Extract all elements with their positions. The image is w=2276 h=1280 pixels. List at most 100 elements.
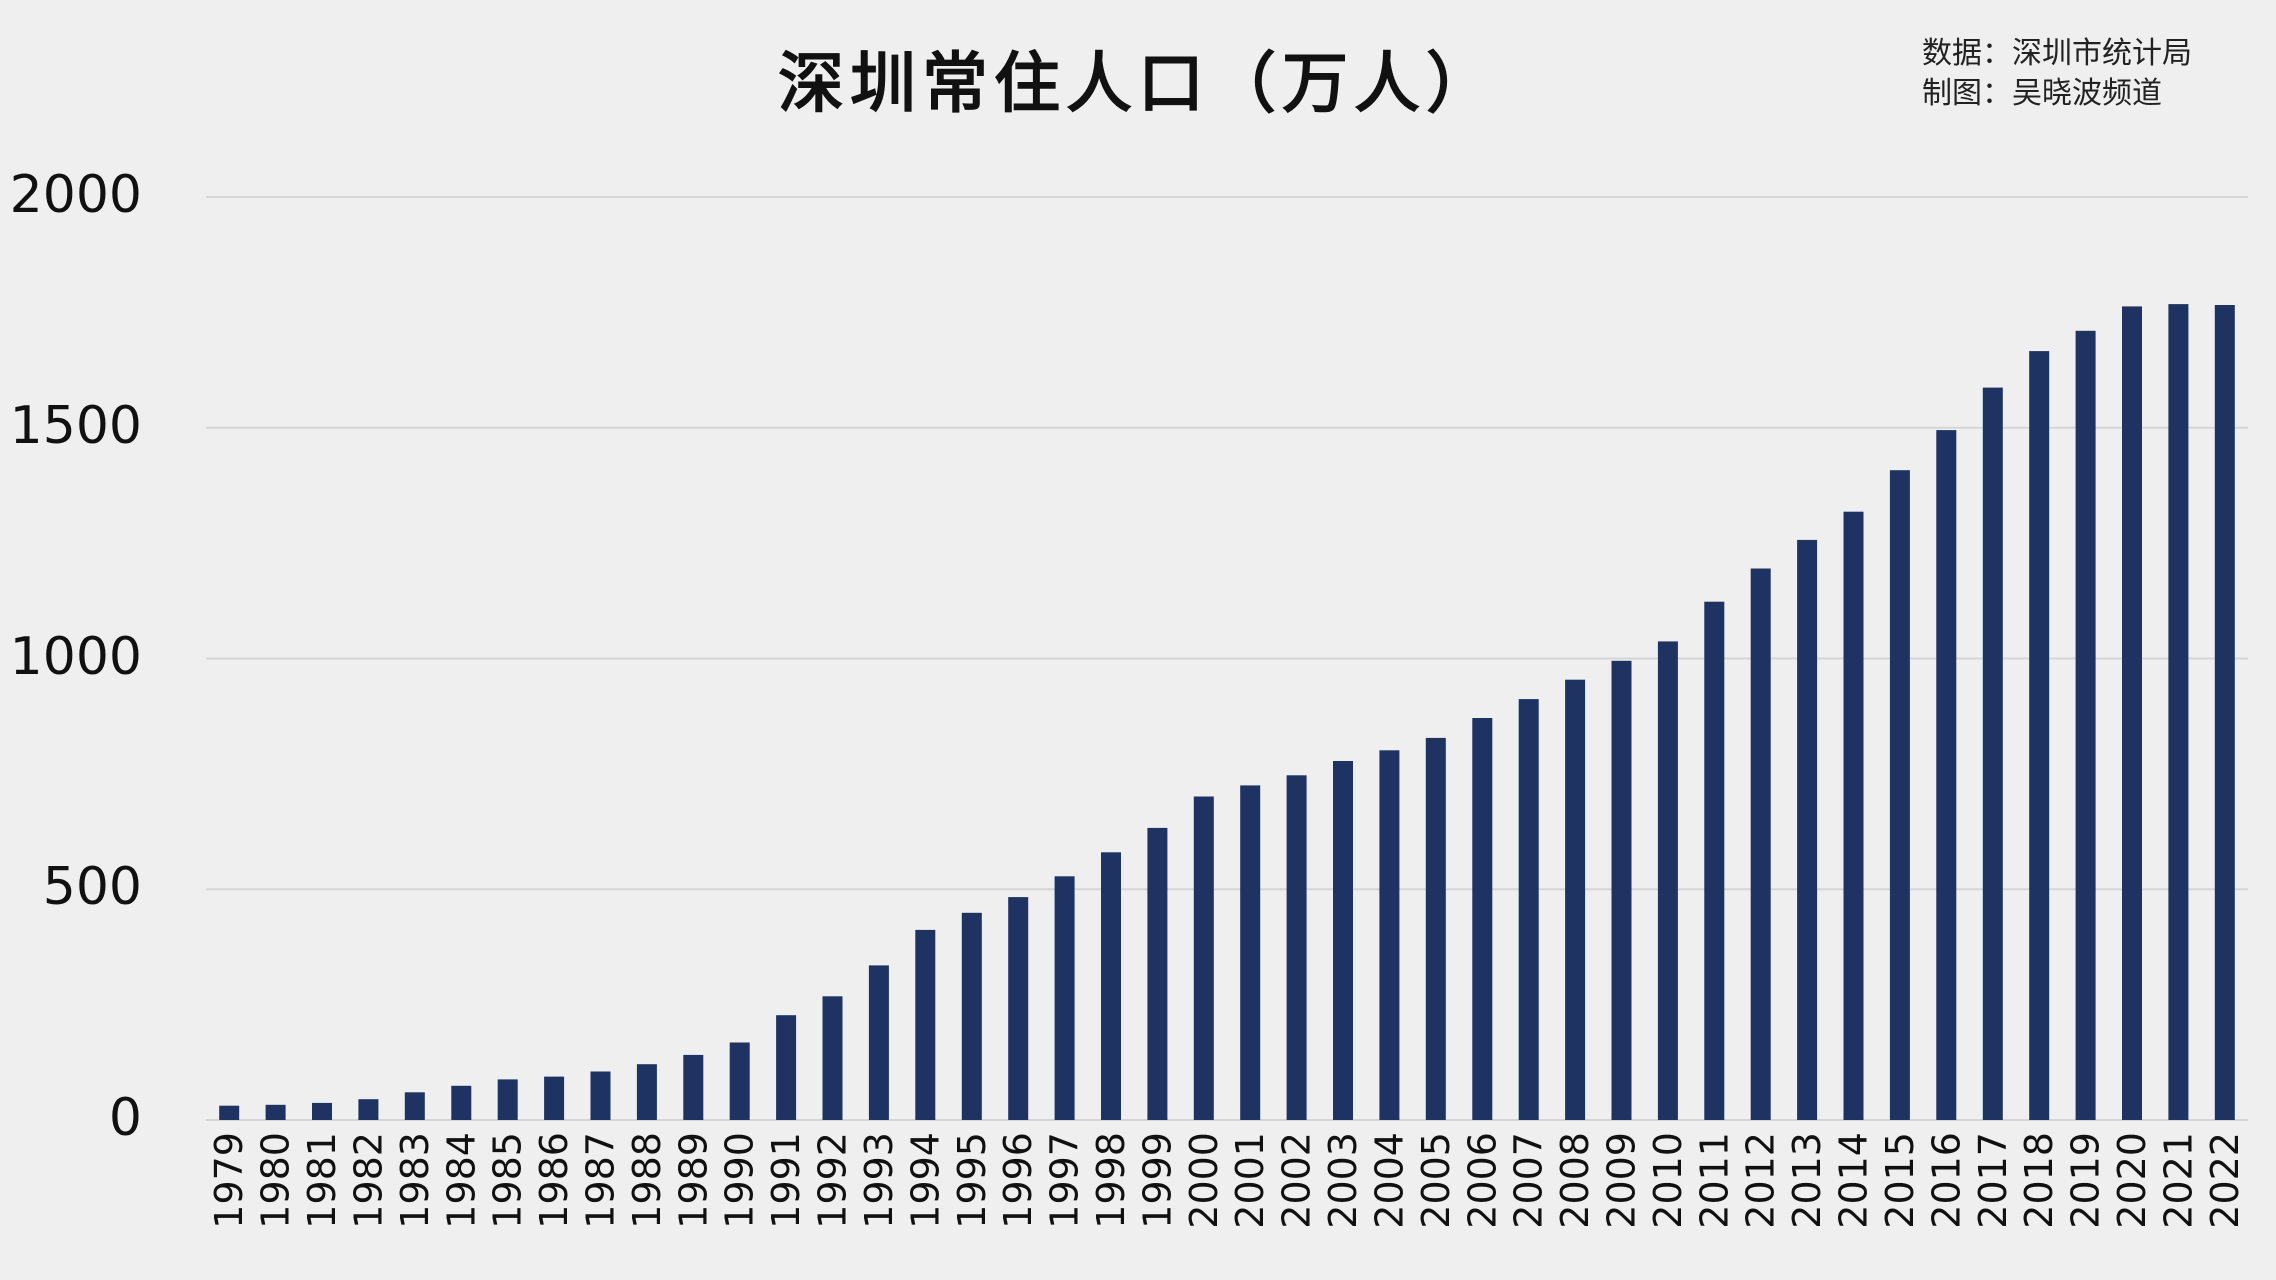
y-tick-label: 1000 (9, 626, 142, 687)
x-tick-label: 1994 (903, 1132, 947, 1229)
bar-2018 (2029, 351, 2050, 1121)
x-tick-label: 1991 (764, 1132, 808, 1229)
x-tick-label: 1995 (950, 1132, 994, 1229)
x-tick-label: 2000 (1182, 1132, 1226, 1229)
x-tick-label: 1985 (486, 1132, 530, 1229)
x-tick-label: 1997 (1043, 1132, 1087, 1229)
x-tick-label: 2002 (1275, 1132, 1319, 1229)
x-tick-label: 2004 (1367, 1132, 1411, 1229)
x-tick-label: 1993 (857, 1132, 901, 1229)
x-tick-label: 2013 (1785, 1132, 1829, 1229)
x-tick-label: 1990 (718, 1132, 762, 1229)
bar-2000 (1193, 796, 1214, 1120)
bar-2007 (1518, 699, 1539, 1120)
y-tick-label: 0 (108, 1088, 142, 1148)
bar-2013 (1797, 539, 1818, 1120)
bar-1980 (265, 1104, 286, 1120)
x-tick-label: 2006 (1460, 1132, 1504, 1229)
bar-1993 (868, 965, 889, 1120)
bar-2005 (1425, 737, 1446, 1120)
bar-1985 (497, 1079, 518, 1120)
bar-1996 (1008, 897, 1029, 1120)
bar-2016 (1936, 430, 1957, 1121)
x-tick-label: 1981 (300, 1132, 344, 1229)
bar-2010 (1657, 641, 1678, 1120)
y-tick-label: 500 (42, 857, 142, 918)
bar-2020 (2122, 306, 2142, 1120)
x-tick-label: 2021 (2156, 1132, 2200, 1229)
x-tick-label: 2010 (1646, 1132, 1690, 1229)
x-tick-label: 1998 (1089, 1132, 1133, 1229)
bar-1992 (822, 996, 843, 1120)
bar-2017 (1982, 387, 2003, 1121)
bar-2022 (2214, 305, 2235, 1120)
y-tick-label: 1500 (9, 395, 142, 456)
x-tick-label: 2008 (1553, 1132, 1597, 1229)
bars (219, 304, 2235, 1121)
x-tick-label: 1983 (393, 1132, 437, 1229)
x-tick-label: 1992 (811, 1132, 855, 1229)
bar-2004 (1379, 750, 1400, 1120)
x-tick-label: 1982 (346, 1132, 390, 1229)
x-tick-label: 2012 (1739, 1132, 1783, 1229)
bar-1988 (636, 1064, 657, 1120)
bar-2006 (1472, 718, 1493, 1120)
bar-2011 (1704, 601, 1725, 1120)
bar-1999 (1147, 827, 1168, 1120)
x-tick-label: 1988 (625, 1132, 669, 1229)
x-tick-label: 2009 (1599, 1132, 1643, 1229)
bar-1986 (544, 1076, 565, 1120)
bar-1982 (358, 1099, 379, 1120)
x-tick-label: 1999 (1135, 1132, 1179, 1229)
bar-1983 (404, 1092, 425, 1120)
x-tick-label: 2022 (2203, 1132, 2247, 1229)
bar-1987 (590, 1071, 611, 1120)
bar-1994 (915, 929, 936, 1120)
bar-2014 (1843, 511, 1864, 1120)
bar-1981 (312, 1102, 332, 1120)
x-tick-label: 1989 (671, 1132, 715, 1229)
source-block: 数据：深圳市统计局 制图：吴晓波频道 (1922, 34, 2192, 114)
bar-2021 (2168, 304, 2189, 1121)
bar-1991 (776, 1015, 797, 1120)
bar-1984 (451, 1085, 472, 1120)
bar-1990 (729, 1042, 750, 1120)
x-tick-label: 1984 (439, 1132, 483, 1229)
x-tick-label: 1986 (532, 1132, 576, 1229)
source-credit-line: 制图：吴晓波频道 (1922, 76, 2162, 111)
x-tick-label: 1987 (578, 1132, 622, 1229)
bar-2008 (1565, 679, 1586, 1120)
x-tick-label: 2020 (2110, 1132, 2154, 1229)
x-tick-label: 2015 (1878, 1132, 1922, 1229)
x-tick-label: 2011 (1692, 1132, 1736, 1229)
x-tick-label: 2003 (1321, 1132, 1365, 1229)
x-tick-label: 2018 (2017, 1132, 2061, 1229)
y-tick-label: 2000 (9, 165, 142, 225)
x-axis-labels: 1979 1980 1981 1982 1983 1984 1985 1986 1987 1988… (207, 1132, 2247, 1229)
x-tick-label: 2014 (1832, 1132, 1876, 1229)
bar-2012 (1750, 568, 1771, 1120)
bar-1989 (683, 1054, 704, 1120)
x-tick-label: 2005 (1414, 1132, 1458, 1229)
bar-1997 (1054, 876, 1075, 1120)
x-tick-label: 2016 (1924, 1132, 1968, 1229)
bar-2001 (1240, 785, 1261, 1120)
bar-2019 (2075, 330, 2096, 1120)
chart-title: 深圳常住人口（万人） (778, 44, 1498, 122)
bar-2015 (1889, 470, 1910, 1120)
x-tick-label: 2007 (1507, 1132, 1551, 1229)
bar-1998 (1101, 852, 1121, 1120)
bar-2002 (1286, 775, 1307, 1120)
x-tick-label: 2017 (1971, 1132, 2015, 1229)
source-data-line: 数据：深圳市统计局 (1922, 36, 2192, 71)
x-tick-label: 1996 (996, 1132, 1040, 1229)
x-tick-label: 1979 (207, 1132, 251, 1229)
bar-1995 (961, 912, 982, 1120)
bar-1979 (219, 1105, 240, 1120)
x-tick-label: 1980 (254, 1132, 298, 1229)
bar-2009 (1611, 660, 1632, 1120)
x-tick-label: 2019 (2064, 1132, 2108, 1229)
x-tick-label: 2001 (1228, 1132, 1272, 1229)
